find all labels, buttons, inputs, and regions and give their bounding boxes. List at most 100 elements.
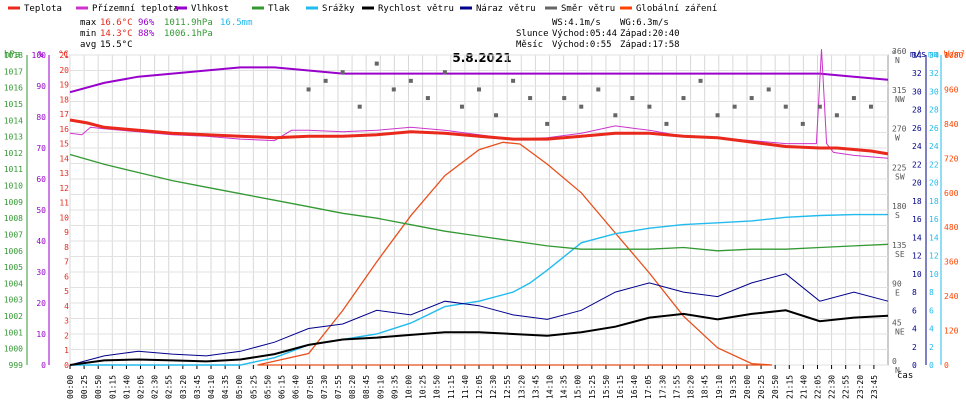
wind-dir-point	[817, 104, 822, 109]
wind-dir-point	[511, 78, 516, 83]
y-tick-ms: 6	[912, 306, 917, 315]
y-tick-deg: 315	[892, 86, 907, 95]
y-tick-hpa: 999	[9, 361, 24, 370]
stats-min-press: 1006.1hPa	[164, 29, 213, 39]
stats-max-rain: 16.5mm	[220, 18, 253, 28]
x-tick-label: 20:25	[757, 375, 766, 399]
y-tick-mm: 30	[929, 87, 939, 96]
x-tick-label: 00:50	[94, 375, 103, 399]
y-tick-ms: 30	[912, 87, 922, 96]
y-tick-mm: 34	[929, 51, 939, 60]
y-tick-wm2: 1080	[944, 51, 963, 60]
x-tick-label: 14:10	[546, 375, 555, 399]
y-tick-mm: 2	[929, 343, 934, 352]
y-tick-dir: E	[895, 289, 900, 298]
axis-unit-degc: °C	[58, 50, 69, 60]
y-tick-mm: 0	[929, 361, 934, 370]
x-tick-label: 02:30	[151, 375, 160, 399]
y-axes: 9991000100110021003100410051006100710081…	[4, 47, 964, 375]
y-tick-degc: 18	[59, 95, 69, 104]
y-tick-wm2: 960	[944, 85, 959, 94]
stats-min-hum: 88%	[138, 29, 155, 39]
y-tick-pct: 100	[32, 51, 47, 60]
stats-min-temp: 14.3°C	[100, 29, 133, 39]
y-tick-degc: 19	[59, 81, 69, 90]
y-tick-hpa: 1009	[4, 198, 23, 207]
y-tick-deg: 45	[892, 318, 902, 327]
y-tick-mm: 22	[929, 160, 939, 169]
y-tick-pct: 0	[41, 361, 46, 370]
y-tick-ms: 10	[912, 270, 922, 279]
y-tick-hpa: 1006	[4, 247, 23, 256]
y-tick-wm2: 360	[944, 258, 959, 267]
y-tick-pct: 90	[36, 82, 46, 91]
y-tick-pct: 70	[36, 144, 46, 153]
y-tick-degc: 0	[64, 361, 69, 370]
y-tick-dir: N	[895, 56, 900, 65]
x-tick-label: 04:10	[207, 375, 216, 399]
wind-dir-point	[596, 87, 601, 92]
x-tick-label: 10:25	[419, 375, 428, 399]
stats-max-press: 1011.9hPa	[164, 18, 213, 28]
x-tick-label: 15:00	[574, 375, 583, 399]
y-tick-deg: 225	[892, 163, 907, 172]
x-tick-label: 18:45	[701, 375, 710, 399]
y-tick-pct: 20	[36, 299, 46, 308]
y-tick-dir: SE	[895, 250, 905, 259]
wind-dir-point	[459, 104, 464, 109]
y-tick-deg: 270	[892, 125, 907, 134]
y-tick-mm: 18	[929, 197, 939, 206]
y-tick-ms: 24	[912, 142, 922, 151]
x-tick-label: 02:05	[137, 375, 146, 399]
x-tick-label: 06:40	[292, 375, 301, 399]
x-tick-label: 07:55	[334, 375, 343, 399]
axis-unit-pct: %	[38, 50, 44, 60]
info-wg: WG:6.3m/s	[620, 18, 669, 28]
y-tick-mm: 4	[929, 325, 934, 334]
wind-dir-point	[681, 96, 686, 101]
legend-label: Tlak	[268, 4, 290, 14]
info-sun-set: Západ:20:40	[620, 29, 680, 39]
y-tick-degc: 21	[59, 51, 69, 60]
x-tick-label: 22:55	[842, 375, 851, 399]
y-tick-ms: 28	[912, 106, 922, 115]
x-tick-label: 13:20	[517, 375, 526, 399]
y-tick-hpa: 1016	[4, 84, 23, 93]
y-tick-hpa: 1002	[4, 312, 23, 321]
y-tick-hpa: 1000	[4, 345, 23, 354]
x-tick-label: 05:25	[249, 375, 258, 399]
legend-label: Rychlost větru	[378, 4, 454, 14]
x-tick-label: 08:45	[362, 375, 371, 399]
y-tick-degc: 16	[59, 125, 69, 134]
y-tick-dir: N	[895, 366, 900, 375]
x-tick-label: 01:15	[108, 375, 117, 399]
x-tick-label: 21:40	[799, 375, 808, 399]
y-tick-degc: 7	[64, 258, 69, 267]
stats-max-temp: 16.6°C	[100, 18, 133, 28]
y-tick-degc: 17	[59, 110, 69, 119]
legend-label: Přízemní teplota	[92, 4, 179, 14]
y-tick-deg: 360	[892, 47, 907, 56]
wind-dir-point	[834, 113, 839, 118]
axis-unit-mm: mm	[928, 50, 939, 60]
series-pressure	[69, 153, 889, 252]
y-tick-pct: 40	[36, 237, 46, 246]
wind-dir-point	[562, 96, 567, 101]
y-tick-mm: 32	[929, 69, 939, 78]
x-tick-label: 13:45	[531, 375, 540, 399]
y-tick-hpa: 1005	[4, 263, 23, 272]
y-tick-degc: 14	[59, 154, 69, 163]
grid	[69, 54, 889, 366]
y-tick-hpa: 1012	[4, 149, 23, 158]
x-tick-label: 12:55	[503, 375, 512, 399]
y-tick-mm: 16	[929, 215, 939, 224]
y-tick-ms: 34	[912, 51, 922, 60]
wind-dir-point	[374, 61, 379, 66]
y-tick-degc: 5	[64, 287, 69, 296]
y-tick-degc: 11	[59, 199, 69, 208]
y-tick-dir: NE	[895, 327, 905, 336]
y-tick-pct: 10	[36, 330, 46, 339]
info-ws: WS:4.1m/s	[552, 18, 601, 28]
wind-dir-point	[579, 104, 584, 109]
x-tick-label: 16:40	[630, 375, 639, 399]
